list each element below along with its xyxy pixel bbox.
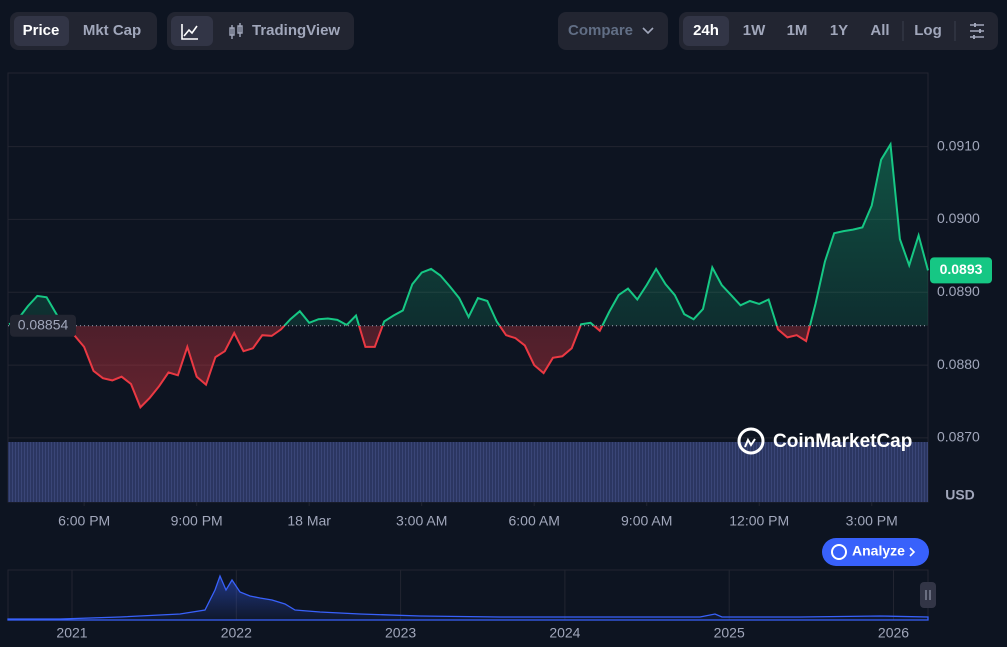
navigator-frame — [7, 569, 929, 621]
range-group — [679, 12, 998, 50]
range-button[interactable]: 1M — [787, 22, 808, 39]
tab[interactable]: Price — [23, 22, 60, 39]
watermark-text: CoinMarketCap — [773, 431, 912, 452]
x-tick-label: 9:00 PM — [171, 513, 223, 529]
line-mode-button[interactable] — [171, 16, 213, 46]
baseline-label: 0.08854 — [18, 316, 69, 332]
compare-button[interactable] — [558, 12, 668, 50]
settings-icon[interactable] — [970, 24, 984, 38]
log-button[interactable]: Log — [914, 22, 942, 39]
baseline-tag — [10, 314, 76, 337]
tab-active — [14, 16, 69, 46]
current-price-label: 0.0893 — [940, 261, 983, 277]
y-tick-label: 0.0880 — [937, 356, 980, 372]
tradingview-button[interactable]: TradingView — [252, 22, 340, 39]
y-tick-label: 0.0870 — [937, 429, 980, 445]
analyze-chevron — [909, 547, 916, 557]
volume-band — [8, 442, 928, 502]
x-tick-label: 18 Mar — [287, 513, 331, 529]
analyze-icon — [831, 544, 847, 560]
handle-grip — [925, 590, 931, 600]
watermark-logo-mark — [744, 437, 756, 448]
analyze-label: Analyze — [852, 543, 905, 559]
area-up — [9, 144, 928, 326]
analyze-button[interactable] — [822, 538, 929, 566]
navigator-year: 2024 — [549, 625, 580, 641]
x-tick-label: 3:00 PM — [846, 513, 898, 529]
navigator-year: 2023 — [385, 625, 416, 641]
watermark-logo — [737, 427, 765, 455]
navigator-handle[interactable] — [920, 582, 936, 608]
navigator-line — [7, 574, 929, 621]
candle-icon — [229, 23, 243, 39]
range-active — [683, 16, 729, 46]
area-down — [9, 325, 928, 408]
navigator-year: 2025 — [714, 625, 745, 641]
x-tick-label: 6:00 PM — [58, 513, 110, 529]
range-button[interactable]: All — [870, 22, 889, 39]
navigator-year: 2022 — [221, 625, 252, 641]
x-tick-label: 6:00 AM — [509, 513, 560, 529]
range-button[interactable]: 1W — [743, 22, 766, 39]
mode-group — [167, 12, 354, 50]
watermark: CoinMarketCap — [737, 427, 912, 455]
price-line-down — [62, 325, 811, 410]
x-tick-label: 12:00 PM — [729, 513, 789, 529]
line-icon — [181, 24, 198, 40]
compare-label: Compare — [568, 22, 633, 39]
settings-knobs — [973, 23, 981, 39]
chevron — [642, 27, 654, 35]
current-price-tag — [930, 257, 992, 284]
y-tick-label: 0.0890 — [937, 283, 980, 299]
y-tick-label: 0.0910 — [937, 137, 980, 153]
x-tick-label: 9:00 AM — [621, 513, 672, 529]
navigator-year: 2021 — [56, 625, 87, 641]
range-button[interactable]: 1Y — [830, 22, 848, 39]
navigator-year: 2026 — [878, 625, 909, 641]
tab[interactable]: Mkt Cap — [83, 22, 141, 39]
y-tick-label: 0.0900 — [937, 210, 980, 226]
price-line-up — [8, 141, 929, 326]
x-tick-label: 3:00 AM — [396, 513, 447, 529]
range-button[interactable]: 24h — [693, 22, 719, 39]
currency: USD — [945, 487, 975, 503]
